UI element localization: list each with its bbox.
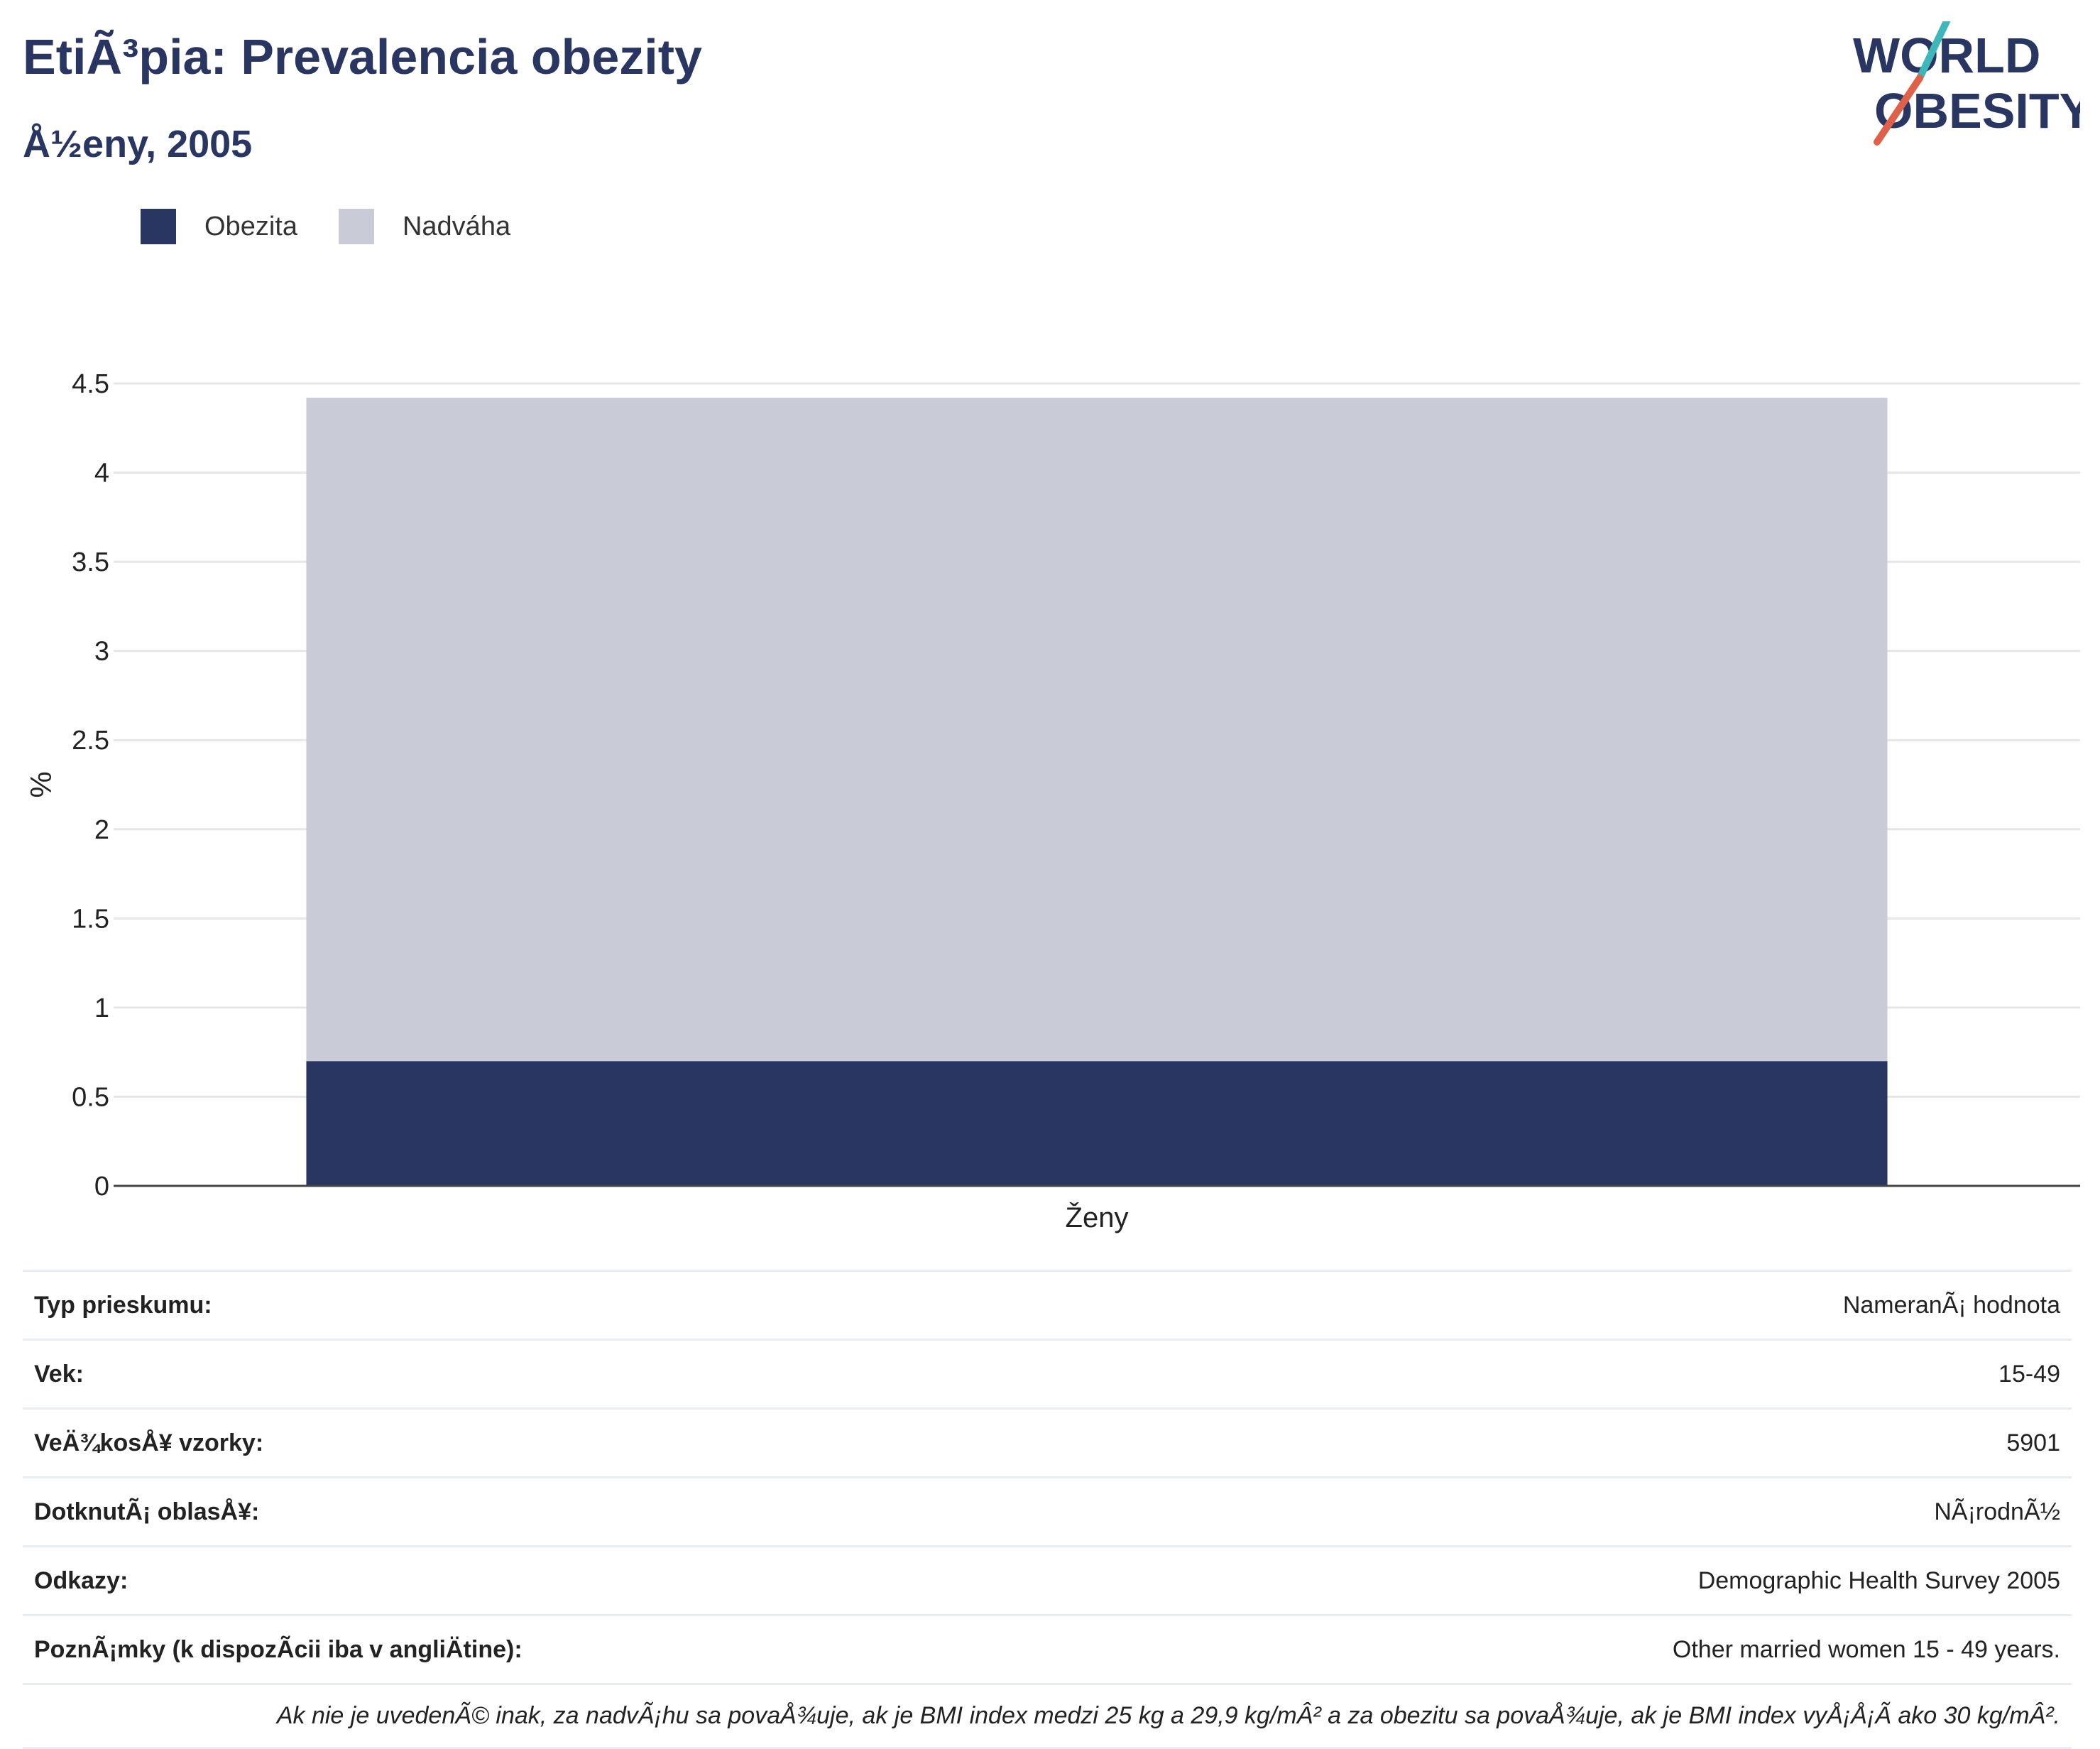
legend-item-overweight[interactable]: Nadváha	[339, 209, 510, 244]
y-tick-label: 0	[94, 1172, 109, 1202]
info-row-survey-type: Typ prieskumu: NameranÃ¡ hodnota	[23, 1270, 2072, 1339]
info-value: NÃ¡rodnÃ½	[1934, 1495, 2060, 1528]
info-value: Other married women 15 - 49 years.	[1673, 1633, 2060, 1666]
legend-swatch-obesity	[141, 209, 176, 244]
bar-overweight	[306, 398, 1887, 1061]
info-row-sample-size: VeÄ¾kosÅ¥ vzorky: 5901	[23, 1407, 2072, 1476]
survey-info-table: Typ prieskumu: NameranÃ¡ hodnota Vek: 15…	[23, 1270, 2072, 1749]
info-key: DotknutÃ¡ oblasÅ¥:	[34, 1495, 545, 1528]
page-subtitle: Å½eny, 2005	[23, 122, 252, 166]
info-key: Odkazy:	[34, 1564, 545, 1597]
y-tick-label: 4.5	[72, 369, 109, 399]
info-value: NameranÃ¡ hodnota	[1843, 1289, 2060, 1322]
info-value: 15-49	[1998, 1358, 2060, 1390]
legend-swatch-overweight	[339, 209, 374, 244]
y-tick-label: 0.5	[72, 1082, 109, 1112]
info-row-references: Odkazy: Demographic Health Survey 2005	[23, 1545, 2072, 1614]
logo-line-2: OBESITY	[1874, 83, 2080, 138]
info-row-notes: PoznÃ¡mky (k dispozÃcii iba v angliÄtin…	[23, 1614, 2072, 1683]
x-tick-label: Ženy	[1066, 1202, 1129, 1233]
legend-label-obesity: Obezita	[204, 212, 297, 242]
info-value: Demographic Health Survey 2005	[1698, 1564, 2060, 1597]
y-tick-label: 3.5	[72, 547, 109, 577]
info-key: Typ prieskumu:	[34, 1289, 545, 1322]
info-key: VeÄ¾kosÅ¥ vzorky:	[34, 1427, 545, 1459]
y-tick-label: 1.5	[72, 904, 109, 934]
info-row-area: DotknutÃ¡ oblasÅ¥: NÃ¡rodnÃ½	[23, 1476, 2072, 1545]
page-title: EtiÃ³pia: Prevalencia obezity	[23, 28, 702, 85]
logo-line-1: WORLD	[1853, 28, 2040, 83]
bmi-definition-note: Ak nie je uvedenÃ© inak, za nadvÃ¡hu sa …	[23, 1683, 2072, 1749]
legend-label-overweight: Nadváha	[403, 212, 510, 242]
stacked-bar-chart: 0 0.5 1 1.5 2 2.5 3 3.5 4 4.5 Ženy%	[0, 355, 2100, 1264]
info-value: 5901	[2006, 1427, 2060, 1459]
world-obesity-logo: WORLD OBESITY	[1853, 21, 2080, 149]
y-axis-label: %	[24, 771, 58, 797]
info-key: PoznÃ¡mky (k dispozÃcii iba v angliÄtin…	[34, 1633, 545, 1666]
bar-obesity	[306, 1061, 1887, 1186]
chart-legend: Obezita Nadváha	[141, 209, 552, 244]
info-row-age: Vek: 15-49	[23, 1339, 2072, 1407]
y-tick-label: 3	[94, 637, 109, 667]
y-tick-label: 2.5	[72, 726, 109, 756]
legend-item-obesity[interactable]: Obezita	[141, 209, 297, 244]
y-tick-label: 2	[94, 815, 109, 845]
info-key: Vek:	[34, 1358, 545, 1390]
y-tick-label: 4	[94, 459, 109, 489]
y-tick-label: 1	[94, 993, 109, 1023]
